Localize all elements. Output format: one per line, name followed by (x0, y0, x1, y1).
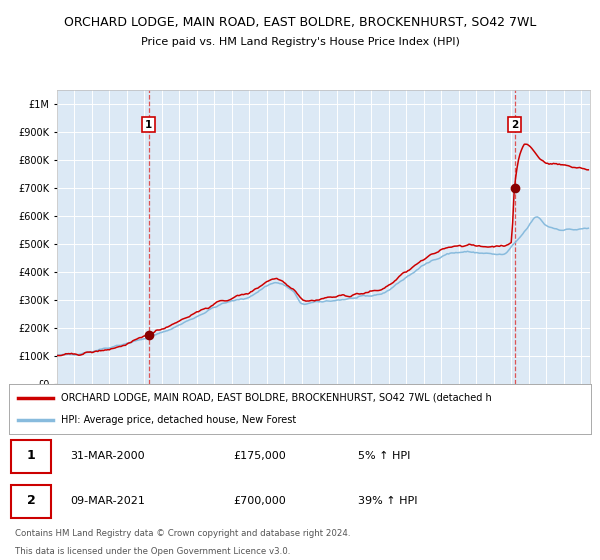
Text: 31-MAR-2000: 31-MAR-2000 (70, 451, 145, 461)
Text: 09-MAR-2021: 09-MAR-2021 (70, 496, 145, 506)
Text: £700,000: £700,000 (233, 496, 286, 506)
Text: This data is licensed under the Open Government Licence v3.0.: This data is licensed under the Open Gov… (15, 548, 290, 557)
Text: HPI: Average price, detached house, New Forest: HPI: Average price, detached house, New … (61, 415, 296, 425)
Text: 2: 2 (511, 120, 518, 130)
Text: 1: 1 (27, 450, 35, 463)
Text: Price paid vs. HM Land Registry's House Price Index (HPI): Price paid vs. HM Land Registry's House … (140, 37, 460, 47)
Text: ORCHARD LODGE, MAIN ROAD, EAST BOLDRE, BROCKENHURST, SO42 7WL: ORCHARD LODGE, MAIN ROAD, EAST BOLDRE, B… (64, 16, 536, 29)
FancyBboxPatch shape (11, 484, 52, 518)
FancyBboxPatch shape (11, 440, 52, 473)
Text: £175,000: £175,000 (233, 451, 286, 461)
Text: 39% ↑ HPI: 39% ↑ HPI (358, 496, 418, 506)
Text: 5% ↑ HPI: 5% ↑ HPI (358, 451, 410, 461)
Text: 2: 2 (27, 494, 35, 507)
Text: 1: 1 (145, 120, 152, 130)
Text: Contains HM Land Registry data © Crown copyright and database right 2024.: Contains HM Land Registry data © Crown c… (15, 529, 350, 538)
Text: ORCHARD LODGE, MAIN ROAD, EAST BOLDRE, BROCKENHURST, SO42 7WL (detached h: ORCHARD LODGE, MAIN ROAD, EAST BOLDRE, B… (61, 393, 492, 403)
